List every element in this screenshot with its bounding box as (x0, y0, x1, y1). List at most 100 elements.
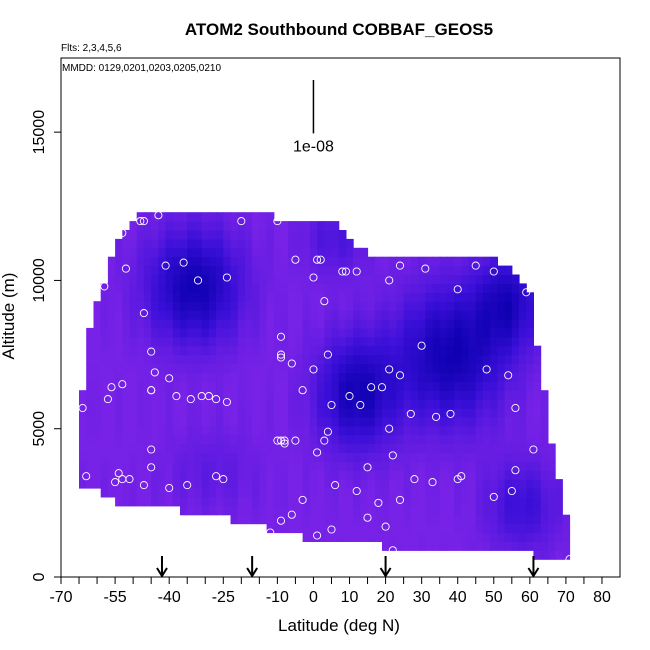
heatmap-cell (237, 238, 246, 249)
heatmap-cell (446, 470, 455, 480)
heatmap-cell (122, 327, 131, 338)
heatmap-cell (396, 399, 405, 409)
heatmap-cell (129, 408, 138, 418)
heatmap-cell (158, 461, 167, 471)
heatmap-cell (446, 363, 455, 373)
heatmap-cell (230, 390, 239, 400)
heatmap-cell (252, 363, 260, 373)
heatmap-cell (331, 327, 340, 338)
heatmap-cell (281, 238, 289, 249)
heatmap-cell (143, 230, 152, 240)
heatmap-cell (216, 505, 224, 516)
heatmap-cell (461, 452, 470, 462)
heatmap-cell (562, 532, 571, 542)
x-tick-label: -70 (49, 589, 72, 606)
heatmap-cell (223, 408, 232, 418)
heatmap-cell (143, 399, 152, 409)
heatmap-cell (136, 443, 145, 453)
heatmap-cell (468, 408, 477, 418)
heatmap-cell (468, 310, 477, 320)
sample-point (204, 392, 213, 401)
heatmap-cell (129, 283, 138, 293)
heatmap-cell (374, 496, 383, 507)
heatmap-cell (273, 416, 282, 427)
heatmap-cell (360, 301, 369, 311)
heatmap-cell (519, 488, 527, 498)
heatmap-cell (410, 345, 419, 356)
heatmap-cell (338, 230, 347, 240)
heatmap-cell (461, 363, 470, 373)
heatmap-cell (511, 390, 520, 400)
heatmap-cell (281, 399, 289, 409)
heatmap-cell (273, 327, 282, 338)
heatmap-cell (439, 327, 448, 338)
heatmap-cell (100, 452, 109, 462)
heatmap-cell (519, 416, 527, 427)
heatmap-cell (540, 470, 549, 480)
heatmap-cell (86, 336, 94, 347)
heatmap-cell (230, 452, 239, 462)
heatmap-cell (201, 354, 210, 365)
heatmap-cell (288, 416, 296, 427)
heatmap-cell (107, 256, 116, 267)
heatmap-cell (230, 292, 239, 302)
heatmap-cell (302, 532, 311, 542)
heatmap-cell (468, 523, 477, 534)
heatmap-cell (490, 265, 498, 276)
heatmap-cell (143, 381, 152, 391)
heatmap-cell (252, 479, 260, 489)
heatmap-cell (201, 345, 210, 356)
heatmap-cell (302, 496, 311, 507)
sample-point (150, 368, 159, 377)
heatmap-cell (490, 327, 498, 338)
heatmap-cell (129, 247, 138, 258)
heatmap-cell (151, 238, 159, 249)
heatmap-cell (252, 408, 260, 418)
heatmap-cell (158, 399, 167, 409)
heatmap-cell (230, 496, 239, 507)
heatmap-cell (151, 354, 159, 365)
heatmap-cell (266, 452, 275, 462)
heatmap-cell (526, 372, 534, 382)
heatmap-cell (302, 399, 311, 409)
heatmap-cell (237, 372, 246, 382)
heatmap-cell (216, 381, 224, 391)
heatmap-cell (382, 479, 390, 489)
heatmap-cell (324, 256, 333, 267)
heatmap-cell (389, 381, 397, 391)
heatmap-cell (165, 292, 174, 302)
heatmap-cell (382, 399, 390, 409)
flight-arrow-head (246, 567, 258, 578)
heatmap-cell (382, 461, 390, 471)
heatmap-cell (266, 461, 275, 471)
heatmap-cell (504, 363, 513, 373)
heatmap-cell (360, 496, 369, 507)
heatmap-cell (338, 256, 347, 267)
heatmap-cell (461, 399, 470, 409)
heatmap-cell (389, 354, 397, 365)
heatmap-cell (302, 238, 311, 249)
heatmap-cell (317, 327, 325, 338)
heatmap-cell (295, 247, 304, 258)
heatmap-cell (115, 372, 123, 382)
sample-point (338, 267, 347, 276)
heatmap-cell (403, 283, 412, 293)
heatmap-cell (425, 390, 434, 400)
heatmap-cell (540, 425, 549, 436)
heatmap-cell (490, 532, 498, 542)
scale-bar: 1e-08 (293, 80, 334, 155)
heatmap-cell (223, 212, 232, 222)
heatmap-cell (122, 488, 131, 498)
heatmap-cell (461, 265, 470, 276)
heatmap-cell (230, 363, 239, 373)
heatmap-cell (454, 541, 462, 551)
heatmap-cell (252, 327, 260, 338)
heatmap-cell (317, 479, 325, 489)
heatmap-cell (432, 381, 441, 391)
heatmap-cell (490, 310, 498, 320)
heatmap-cell (425, 505, 434, 516)
heatmap-cell (446, 496, 455, 507)
heatmap-cell (475, 310, 484, 320)
heatmap-cell (309, 443, 318, 453)
heatmap-cell (194, 434, 203, 445)
